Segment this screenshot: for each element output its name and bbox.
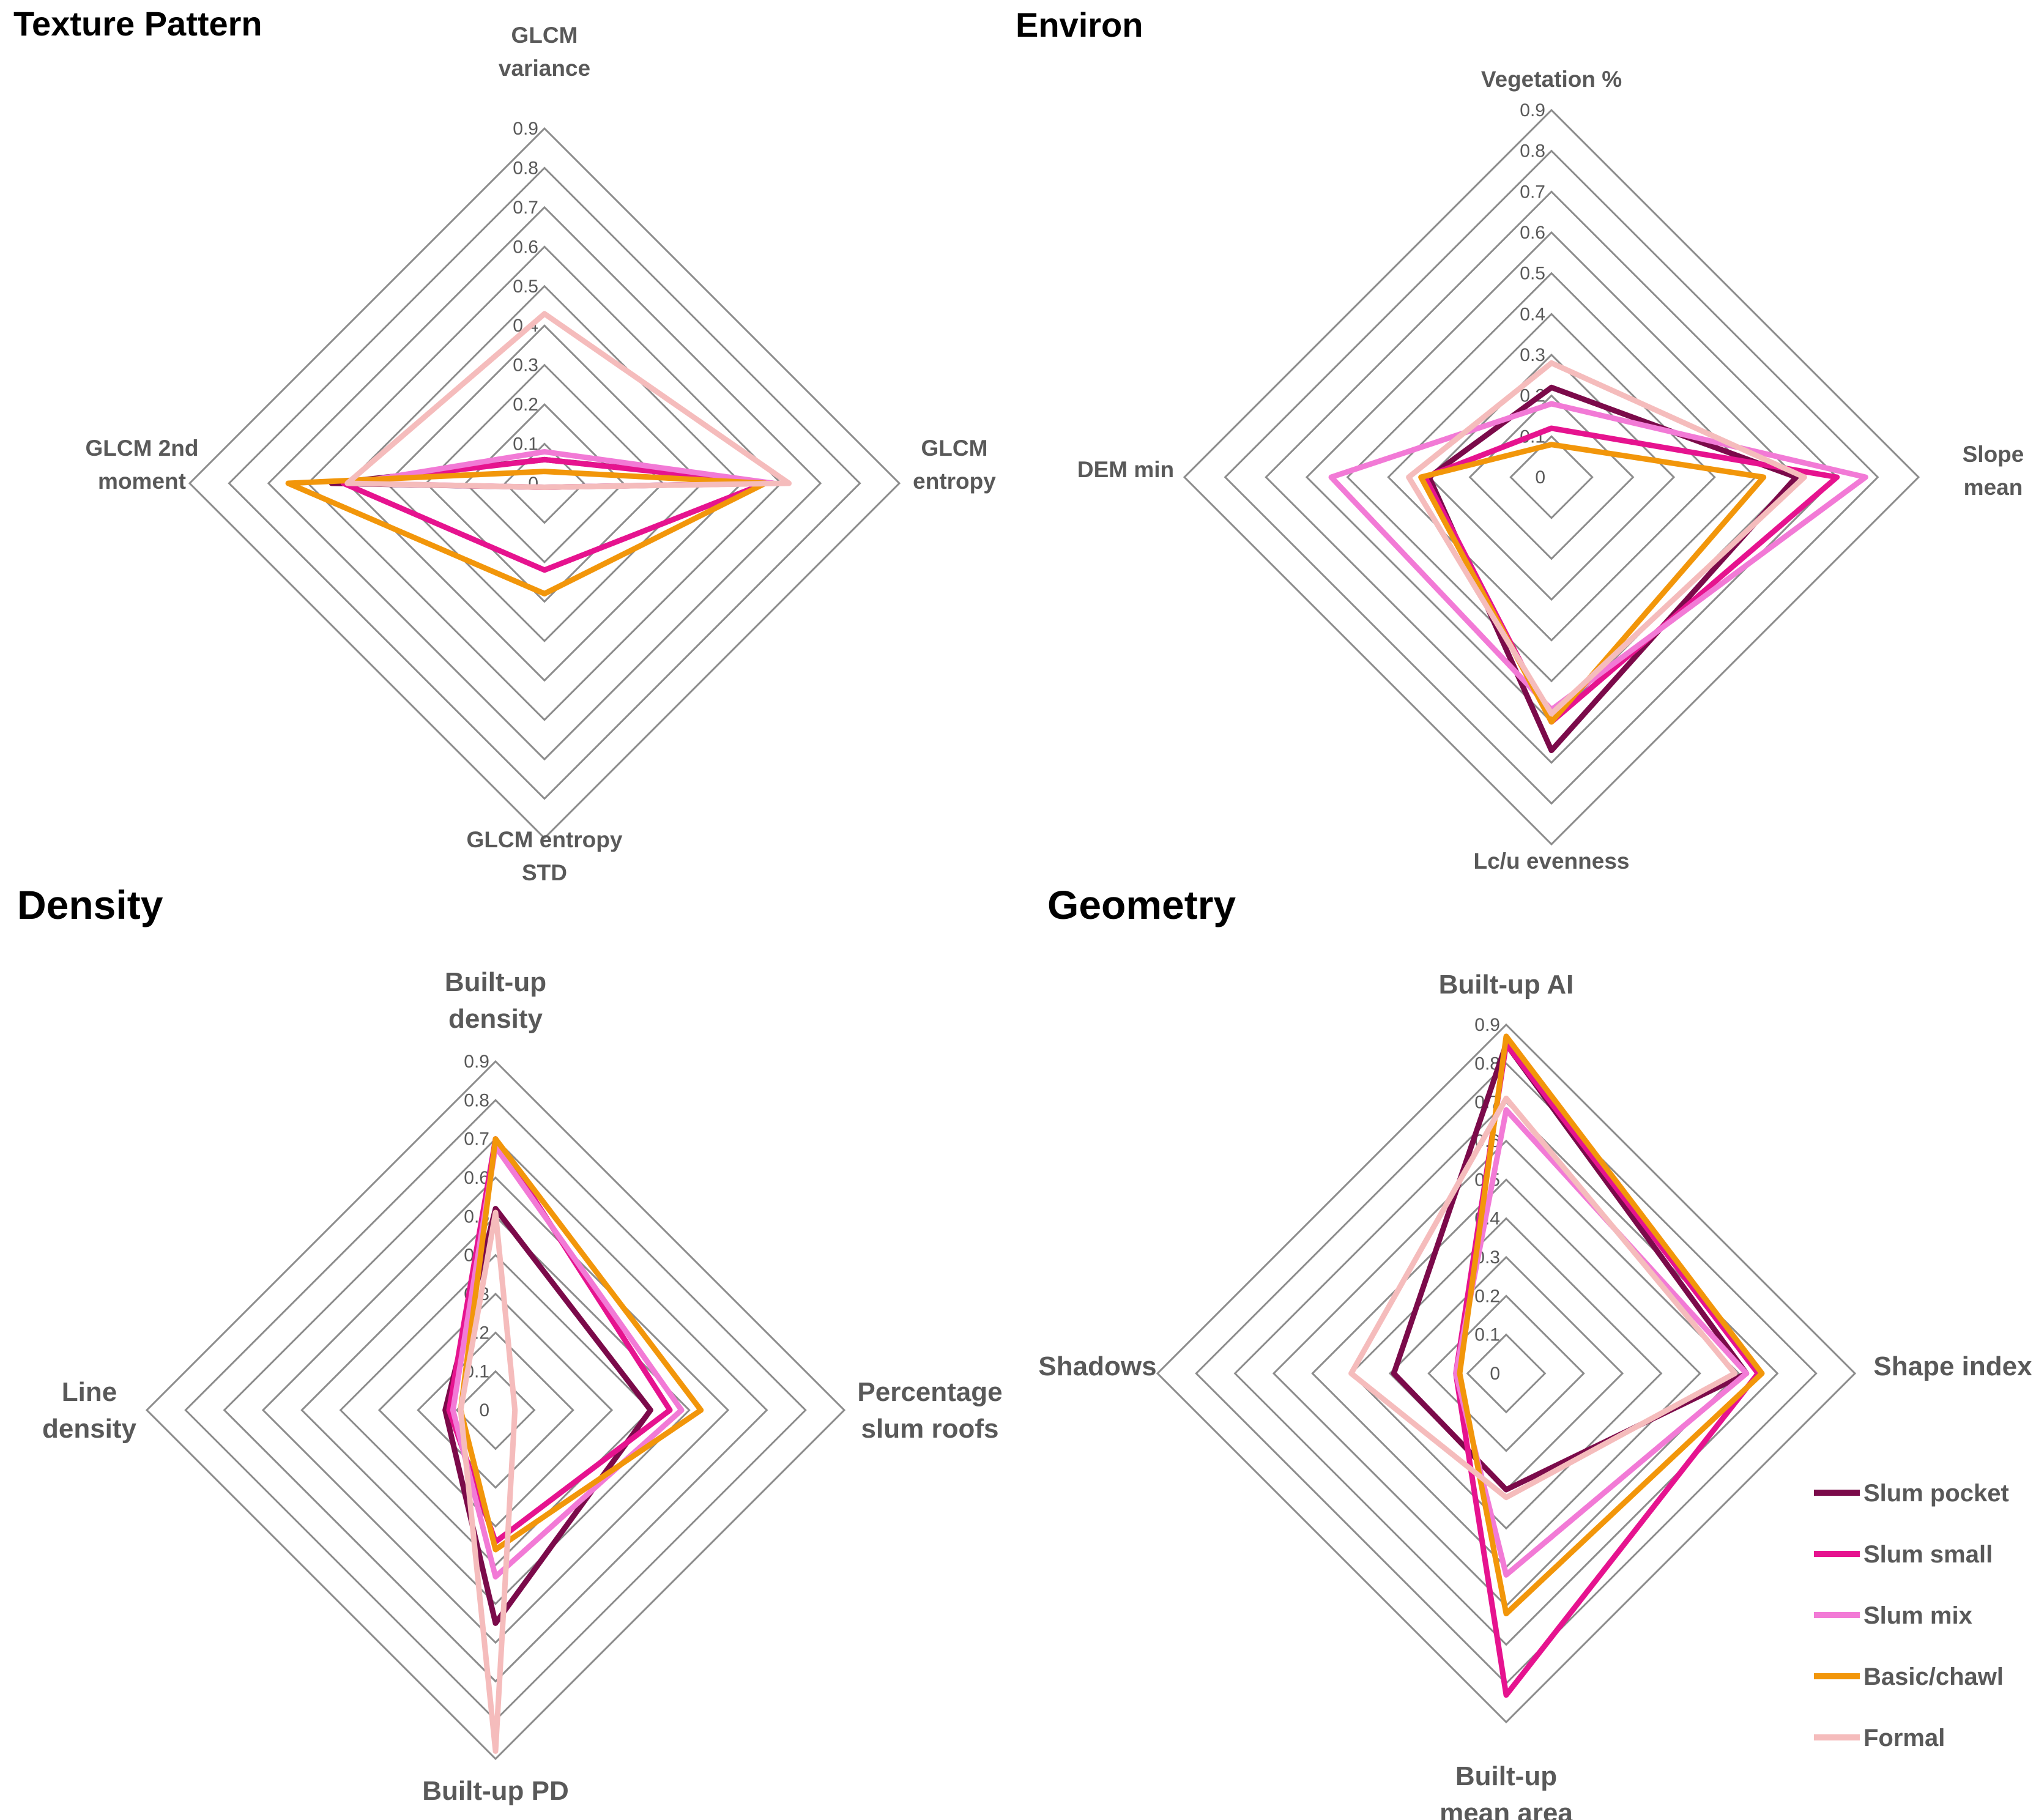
axis-label-lc-u-evenness: Lc/u evenness [1473, 849, 1629, 874]
tick-label: 0.9 [513, 119, 538, 139]
series-formal [344, 311, 792, 490]
grid-ring [188, 127, 901, 840]
series-basic-chawl [285, 469, 768, 596]
grid-ring [464, 403, 625, 564]
axis-label-slope-mean: Slope mean [1963, 442, 2024, 500]
axis-label-built-up-density: Built-up density [445, 967, 546, 1034]
grid-ring [223, 1137, 768, 1683]
tick-label: 0 [479, 1400, 489, 1421]
tick-label: 0.8 [464, 1090, 489, 1110]
grid-ring [267, 206, 822, 761]
grid-ring [1233, 1101, 1779, 1646]
grid-ring [1195, 1062, 1818, 1685]
axis-label-glcm-entropy-std: GLCM entropy STD [467, 827, 623, 885]
chart-title: Geometry [1047, 882, 1236, 927]
grid-ring [184, 1099, 807, 1722]
tick-label: 0.6 [513, 237, 538, 257]
tick-label: 0.9 [1474, 1015, 1500, 1035]
grid-ring [1305, 231, 1798, 724]
grid-ring [261, 1176, 730, 1644]
tick-label: 0.4 [1520, 304, 1545, 324]
series-formal [1406, 360, 1807, 717]
grid-ring [1427, 353, 1676, 601]
grid-ring [425, 363, 664, 603]
legend-label-formal: Formal [1863, 1725, 1945, 1751]
grid-ring [1466, 1333, 1547, 1414]
grid-ring [1224, 149, 1879, 805]
tick-label: 0.9 [1520, 100, 1545, 121]
tick-label: 0 [1490, 1364, 1500, 1384]
chart-title: Texture Pattern [13, 4, 262, 43]
tick-label: 0 [528, 474, 538, 494]
legend-label-slum-mix: Slum mix [1863, 1602, 1972, 1629]
grid-ring [1183, 108, 1920, 846]
chart-title: Environ [1016, 6, 1143, 44]
axis-label-shadows: Shadows [1038, 1351, 1156, 1381]
legend: Slum pocket Slum small Slum mix Basic/chawl… [1814, 1480, 2009, 1751]
tick-label: 0.9 [464, 1052, 489, 1072]
series-slum-pocket [1426, 384, 1799, 754]
tick-label: 0 [1535, 467, 1545, 488]
grid-ring [1346, 272, 1757, 683]
grid-ring [339, 1254, 652, 1567]
series-formal [458, 1209, 518, 1754]
axis-label-glcm-variance: GLCM variance [499, 23, 590, 81]
series-slum-mix [450, 1143, 685, 1580]
grid-ring [1265, 190, 1838, 764]
tick-label: 0.8 [513, 158, 538, 178]
series-basic-chawl [458, 1136, 704, 1553]
grid-ring [1387, 313, 1716, 642]
tick-label: 0.7 [1520, 182, 1545, 202]
legend-label-slum-small: Slum small [1863, 1541, 1993, 1568]
chart-title: Density [17, 882, 163, 927]
series-slum-pocket [1391, 1041, 1750, 1493]
tick-label: 0.3 [1520, 345, 1545, 365]
tick-label: 0.5 [1520, 264, 1545, 284]
axis-label-built-up-mean-area: Built-up mean area [1440, 1761, 1573, 1820]
axis-label-built-up-ai: Built-up AI [1439, 970, 1574, 1000]
tick-label: 0.2 [1474, 1286, 1500, 1306]
legend-label-slum-pocket: Slum pocket [1863, 1480, 2009, 1507]
grid-ring [385, 324, 704, 642]
series-basic-chawl [1457, 1033, 1765, 1617]
series-basic-chawl [1418, 442, 1767, 725]
tick-label: 0.5 [513, 277, 538, 297]
grid-ring [300, 1215, 691, 1605]
axis-label-vegetation: Vegetation % [1481, 67, 1622, 92]
legend-label-basic-chawl: Basic/chawl [1863, 1663, 2004, 1690]
tick-label: 0.6 [1520, 223, 1545, 243]
axis-label-dem-min: DEM min [1077, 457, 1174, 482]
grid-ring [377, 1292, 614, 1528]
grid-ring [346, 284, 743, 682]
grid-ring [145, 1060, 846, 1761]
grid-ring [307, 245, 782, 721]
axis-label-shape-index: Shape index [1873, 1351, 2032, 1381]
grid-ring [1350, 1217, 1663, 1530]
grid-ring [1509, 435, 1594, 519]
axis-label-glcm-entropy: GLCM entropy [913, 436, 996, 494]
tick-label: 0.7 [464, 1129, 489, 1150]
grid-ring [228, 166, 861, 800]
grid-ring [455, 1370, 536, 1450]
tick-label: 0.2 [513, 395, 538, 415]
grid-ring [1272, 1139, 1741, 1608]
grid-ring [1156, 1023, 1857, 1724]
tick-label: 0.7 [513, 198, 538, 218]
tick-label: 0.1 [1474, 1325, 1500, 1345]
grid-ring [417, 1331, 574, 1489]
axis-label-percentage-slum-roofs: Percentage slum roofs [857, 1377, 1002, 1444]
tick-label: 0.8 [1520, 141, 1545, 162]
series-formal [1348, 1095, 1738, 1501]
axis-label-glcm-2nd-moment: GLCM 2nd moment [86, 436, 199, 494]
tick-label: 0.3 [513, 355, 538, 376]
grid-ring [1427, 1294, 1585, 1452]
axis-label-built-up-pd: Built-up PD [422, 1776, 569, 1806]
axis-label-line-density: Line density [42, 1377, 137, 1444]
